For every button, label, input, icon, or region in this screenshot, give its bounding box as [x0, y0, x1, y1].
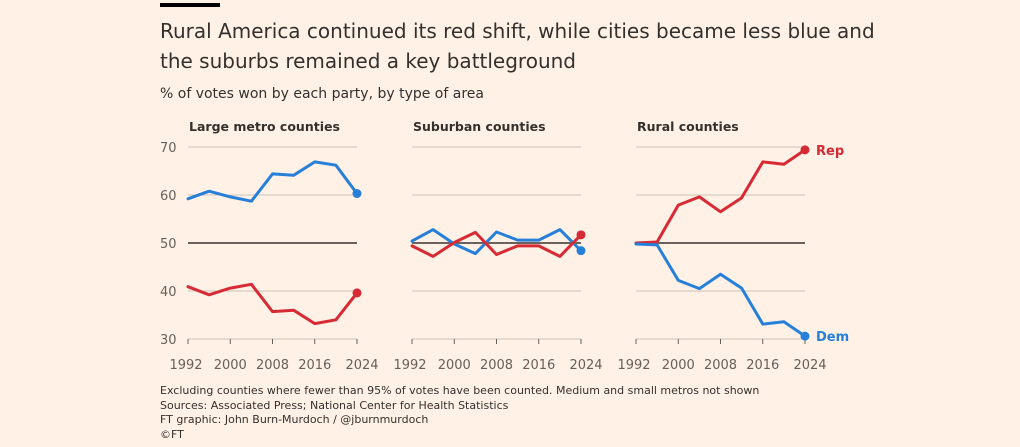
footnote: Excluding counties where fewer than 95% …: [160, 384, 760, 397]
y-tick-label: 60: [160, 189, 177, 204]
rep-endpoint-marker: [576, 230, 586, 240]
panel-title: Rural counties: [637, 119, 739, 134]
sources-line: Sources: Associated Press; National Cent…: [160, 398, 509, 412]
x-tick-label: 2008: [256, 358, 289, 373]
dem-series-label: Dem: [816, 330, 849, 345]
credit-line: FT graphic: John Burn-Murdoch / @jburnmu…: [160, 413, 429, 427]
x-tick-label: 2016: [298, 358, 331, 373]
y-tick-label: 50: [160, 237, 177, 252]
dem-series-line: [186, 160, 359, 203]
rep-series-label: Rep: [816, 144, 844, 159]
x-tick-label: 1992: [393, 358, 426, 373]
rep-series-line: [634, 148, 807, 245]
y-tick-label: 30: [160, 333, 177, 348]
rep-series-line: [186, 282, 359, 326]
rep-endpoint-marker: [800, 145, 810, 155]
rep-endpoint-marker: [352, 288, 362, 298]
x-tick-label: 2000: [438, 358, 471, 373]
dem-endpoint-marker: [352, 189, 362, 199]
copyright-line: ©FT: [160, 427, 184, 441]
y-tick-label: 40: [160, 285, 177, 300]
chart-notes: Excluding counties where fewer than 95% …: [160, 384, 759, 442]
x-tick-label: 2024: [569, 358, 602, 373]
y-tick-label: 70: [160, 141, 177, 156]
x-tick-label: 2024: [793, 358, 826, 373]
x-tick-label: 2000: [214, 358, 247, 373]
x-tick-label: 2008: [480, 358, 513, 373]
ft-accent-bar: [160, 3, 220, 7]
chart-title: Rural America continued its red shift, w…: [160, 19, 875, 73]
x-tick-label: 1992: [169, 358, 202, 373]
x-tick-label: 2024: [345, 358, 378, 373]
rep-series-line: [410, 230, 583, 258]
x-tick-label: 2000: [662, 358, 695, 373]
panel-title: Suburban counties: [413, 119, 546, 134]
x-tick-label: 1992: [617, 358, 650, 373]
dem-endpoint-marker: [800, 331, 810, 341]
x-tick-label: 2016: [522, 358, 555, 373]
chart-subtitle: % of votes won by each party, by type of…: [160, 86, 484, 102]
panel-title: Large metro counties: [189, 119, 340, 134]
x-tick-label: 2008: [704, 358, 737, 373]
dem-series-line: [410, 228, 583, 256]
dem-endpoint-marker: [576, 246, 586, 256]
x-tick-label: 2016: [746, 358, 779, 373]
dem-series-line: [634, 242, 807, 338]
